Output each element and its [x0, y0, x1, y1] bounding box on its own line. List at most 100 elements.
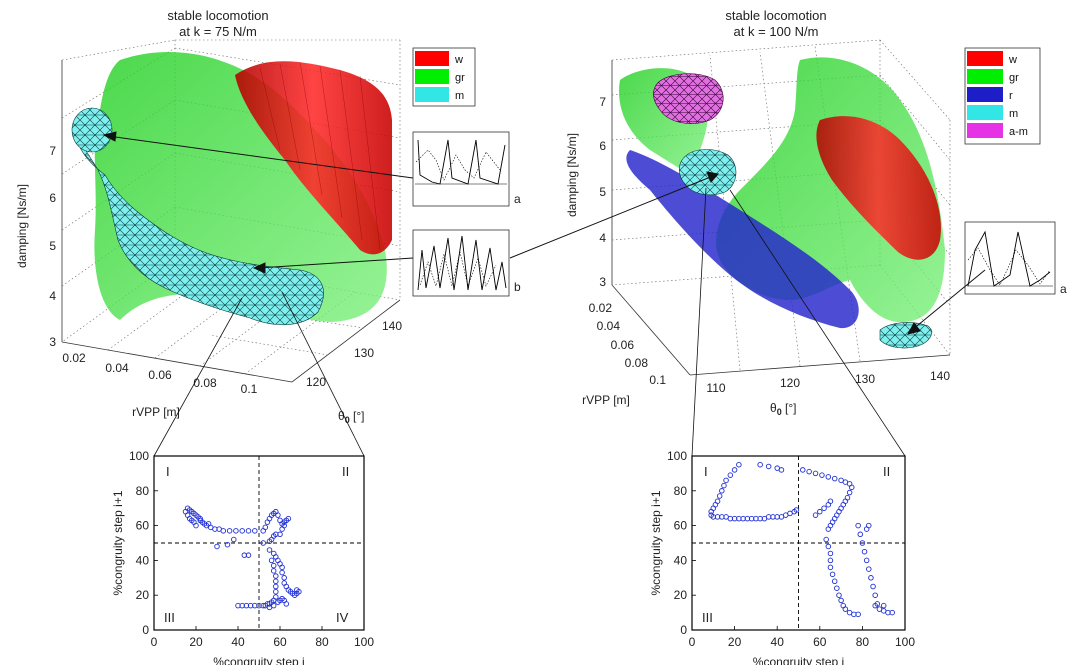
right-3d-panel: stable locomotion at k = 100 N/m: [509, 8, 1067, 417]
right-zticks: 3 4 5 6 7: [599, 95, 606, 289]
scatter-right-point: [765, 463, 772, 470]
scatter-right-point: [849, 484, 855, 491]
svg-text:3: 3: [49, 335, 56, 349]
svg-text:0.02: 0.02: [589, 301, 613, 315]
left-inset-b: b: [412, 229, 521, 297]
scatter-left-point: [231, 536, 237, 543]
right-m-blob: [879, 322, 932, 349]
scatter-left-quadrant-IV: IV: [336, 610, 349, 625]
scatter-left-xtick-label: 60: [273, 635, 287, 649]
scatter-right-point: [825, 474, 832, 480]
scatter-right-point: [846, 489, 853, 496]
left-inset-b-label: b: [514, 280, 521, 294]
scatter-right-point: [863, 526, 870, 532]
scatter-right-quadrant-III: III: [702, 610, 713, 625]
left-inset-a: a: [412, 131, 521, 207]
scatter-right-ytick-label: 0: [680, 623, 687, 637]
right-legend-swatch-w: [967, 51, 1003, 66]
right-inset-a-label: a: [1060, 282, 1067, 296]
scatter-right-point: [723, 477, 729, 484]
svg-text:7: 7: [599, 95, 606, 109]
right-legend-swatch-a-m: [967, 123, 1003, 138]
scatter-right-point: [831, 475, 838, 482]
svg-text:4: 4: [599, 231, 606, 245]
scatter-right-ytick-label: 60: [674, 519, 688, 533]
scatter-left-ytick-label: 40: [136, 553, 150, 567]
svg-text:3: 3: [599, 275, 606, 289]
right-legend-swatch-m: [967, 105, 1003, 120]
scatter-right-point: [719, 488, 725, 494]
scatter-left-point: [220, 528, 227, 534]
scatter-right-point: [793, 507, 800, 513]
scatter-right-point: [778, 467, 785, 473]
scatter-left-xlabel: %congruity step i: [213, 655, 304, 665]
scatter-right-point: [872, 602, 878, 609]
left-yticks: 120 130 140: [306, 319, 402, 389]
svg-text:130: 130: [354, 346, 374, 360]
right-yticks: 110 120 130 140: [706, 369, 950, 395]
scatter-right-point: [817, 508, 823, 515]
scatter-right-point: [812, 470, 819, 477]
svg-text:0.04: 0.04: [105, 361, 129, 375]
scatter-left-point: [294, 587, 300, 593]
scatter-left-ytick-label: 100: [129, 449, 149, 463]
scatter-right-point: [834, 585, 840, 591]
scatter-right-point: [842, 606, 849, 612]
svg-text:0.02: 0.02: [62, 351, 86, 365]
svg-text:6: 6: [599, 139, 606, 153]
left-w-region: [235, 61, 392, 255]
svg-text:120: 120: [306, 375, 326, 389]
scatter-left-quadrant-III: III: [164, 610, 175, 625]
right-xlabel: rVPP [m]: [582, 393, 630, 407]
scatter-right-point: [829, 571, 836, 578]
svg-text:0.08: 0.08: [625, 356, 649, 370]
right-title-line1: stable locomotion: [725, 8, 826, 23]
scatter-right-point: [827, 550, 834, 557]
scatter-left-ytick-label: 60: [136, 519, 150, 533]
scatter-left-ylabel: %congruity step i+1: [111, 490, 125, 595]
scatter-right-point: [863, 557, 870, 564]
scatter-left-point: [193, 522, 199, 529]
scatter-left-ytick-label: 20: [136, 588, 150, 602]
svg-text:140: 140: [930, 369, 950, 383]
scatter-right-xtick-label: 0: [689, 635, 696, 649]
scatter-right-point: [870, 583, 876, 590]
scatter-left-point: [226, 528, 233, 534]
scatter-right-point: [825, 543, 832, 550]
scatter-left-point: [270, 568, 277, 574]
scatter-right-point: [880, 602, 887, 609]
scatter-right-ylabel: %congruity step i+1: [649, 490, 663, 595]
scatter-right-point: [812, 512, 819, 518]
scatter-left-point: [214, 543, 220, 550]
right-arrows: [509, 171, 986, 335]
scatter-right-point: [866, 566, 872, 572]
scatter-left-point: [197, 517, 203, 524]
scatter-left-point: [279, 564, 285, 571]
scatter-right-point: [836, 592, 842, 598]
scatter-right-point: [827, 498, 834, 504]
scatter-right-xlabel: %congruity step i: [753, 655, 844, 665]
scatter-right-point: [855, 611, 861, 618]
left-m-region: [75, 119, 324, 326]
left-w-stripes: [259, 61, 381, 251]
scatter-right-point: [827, 557, 834, 564]
scatter-left-point: [273, 573, 279, 579]
scatter-left-point: [224, 541, 231, 548]
right-legend: w gr r m a-m: [964, 47, 1041, 145]
right-title-line2: at k = 100 N/m: [734, 24, 819, 39]
scatter-right-point: [872, 592, 878, 598]
svg-text:120: 120: [780, 376, 800, 390]
scatter-right-point: [736, 461, 742, 468]
right-inset-a: a: [964, 221, 1067, 296]
scatter-right-point: [831, 578, 838, 585]
svg-text:0.06: 0.06: [148, 368, 172, 382]
scatter-left-point: [283, 601, 290, 607]
scatter-left-point: [270, 562, 277, 569]
scatter-left-quadrant-II: II: [342, 464, 349, 479]
right-w-region: [816, 116, 941, 260]
scatter-left-point: [273, 588, 279, 595]
scatter-right-xtick-label: 20: [728, 635, 742, 649]
svg-text:5: 5: [49, 239, 56, 253]
scatter-right-point: [757, 461, 763, 468]
